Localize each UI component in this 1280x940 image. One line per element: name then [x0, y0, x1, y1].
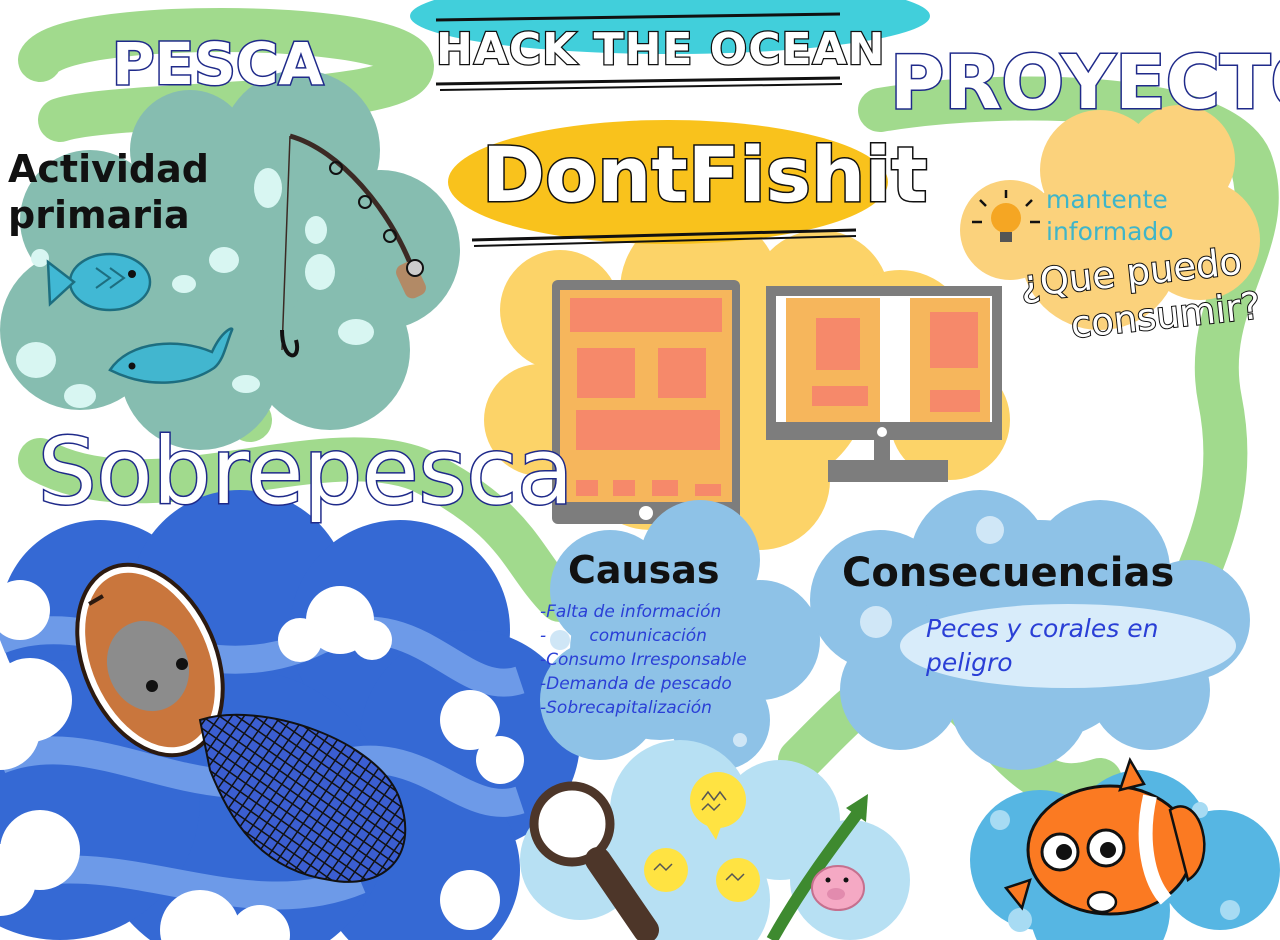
list-item: - comunicación [540, 626, 707, 646]
lightbulb-icon [972, 190, 1040, 242]
activity-line-2: primaria [8, 193, 190, 237]
consequences-text: Peces y corales en peligro [926, 612, 1206, 680]
keep-informed-line-2: informado [1046, 217, 1174, 246]
causes-bubbles [550, 630, 747, 747]
info-cloud [960, 105, 1260, 330]
consequences-highlight [900, 604, 1236, 688]
clownfish-bubbles [990, 802, 1240, 932]
list-item: -Falta de información [540, 602, 722, 622]
consequences-bubbles [860, 516, 1004, 638]
keep-informed-text: mantente informado [1046, 184, 1226, 248]
list-item: -Consumo Irresponsable [540, 650, 747, 670]
clownfish-icon [1003, 756, 1206, 916]
list-item: -Sobrecapitalización [540, 698, 712, 718]
fishing-rod-icon [280, 133, 426, 358]
proyecto-heading: PROYECTO [888, 39, 1280, 128]
fish-icon [46, 252, 152, 312]
bubbles [16, 168, 374, 408]
magnifier-icon [529, 781, 659, 940]
activity-line-1: Actividad [8, 147, 209, 191]
causes-list: -Falta de información - comunicación -Co… [540, 600, 810, 720]
list-item: -Demanda de pescado [540, 674, 732, 694]
consequences-line-2: peligro [926, 648, 1013, 677]
sobrepesca-heading: Sobrepesca [36, 417, 574, 527]
keep-informed-line-1: mantente [1046, 185, 1168, 214]
boat-icon [75, 562, 225, 758]
monitor-icon [766, 286, 1002, 482]
consequences-line-1: Peces y corales en [926, 614, 1159, 643]
pesca-heading: PESCA [110, 29, 324, 100]
tablet-icon [552, 280, 740, 524]
causes-heading: Causas [568, 548, 720, 592]
app-name: DontFishit [480, 129, 928, 221]
banner-title: HACK THE OCEAN [435, 23, 886, 77]
activity-label: Actividad primaria [8, 146, 258, 238]
consequences-heading: Consecuencias [842, 550, 1175, 596]
ocean-foam [0, 580, 524, 940]
growth-arrow-icon [766, 794, 868, 940]
net-icon [198, 713, 407, 883]
chat-bubble-icon [644, 772, 760, 902]
causes-cloud [540, 500, 820, 770]
dolphin-icon [108, 327, 234, 384]
app-name-oval [448, 120, 888, 244]
piggy-bank-icon [811, 865, 865, 911]
